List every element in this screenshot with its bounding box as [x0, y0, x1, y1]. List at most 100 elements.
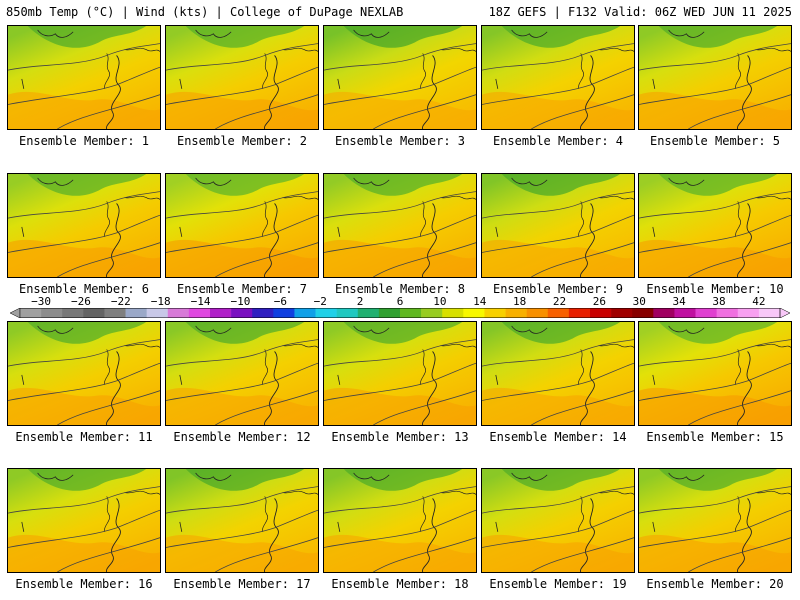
colorbar-tick-label: −6: [273, 295, 287, 308]
temperature-map: [639, 174, 791, 277]
ensemble-panel: [323, 173, 477, 278]
ensemble-member-label: Ensemble Member: 11: [15, 430, 153, 444]
colorbar-swatch: [695, 308, 717, 318]
ensemble-panel: [165, 25, 319, 130]
colorbar-tick-label: 14: [473, 295, 487, 308]
colorbar-swatch: [505, 308, 527, 318]
ensemble-member-label: Ensemble Member: 2: [176, 134, 308, 148]
temperature-map: [166, 26, 318, 129]
colorbar-swatch: [210, 308, 232, 318]
colorbar-tick-label: −2: [313, 295, 327, 308]
ensemble-panel: [165, 468, 319, 573]
colorbar-swatch: [526, 308, 549, 318]
colorbar-swatch: [463, 308, 485, 318]
product-title: 850mb Temp (°C) | Wind (kts) | College o…: [6, 5, 404, 19]
colorbar-tick-label: 38: [712, 295, 726, 308]
colorbar-tick-label: 2: [356, 295, 364, 308]
colorbar-swatch: [442, 308, 464, 318]
colorbar-tick-label: 26: [592, 295, 606, 308]
colorbar-swatch: [62, 308, 84, 318]
ensemble-member-label: Ensemble Member: 10: [646, 282, 784, 296]
ensemble-panel: [7, 468, 161, 573]
colorbar-swatch: [188, 308, 211, 318]
colorbar-swatch: [146, 308, 169, 318]
temperature-map: [166, 174, 318, 277]
temperature-map: [639, 26, 791, 129]
colorbar-tick-label: −14: [190, 295, 211, 308]
colorbar-bar: [10, 308, 790, 318]
temperature-map: [324, 26, 476, 129]
ensemble-panel: [323, 321, 477, 426]
ensemble-panel: [7, 173, 161, 278]
colorbar-swatch: [41, 308, 63, 318]
colorbar-swatch: [167, 308, 190, 318]
colorbar-tick-label: −26: [71, 295, 91, 308]
ensemble-panel: [165, 173, 319, 278]
colorbar-swatch: [315, 308, 337, 318]
colorbar-arrow-low: [10, 308, 21, 318]
colorbar-swatch: [653, 308, 675, 318]
temperature-map: [324, 322, 476, 425]
colorbar-swatch: [400, 308, 422, 318]
colorbar-swatch: [104, 308, 126, 318]
header: 850mb Temp (°C) | Wind (kts) | College o…: [0, 0, 800, 24]
ensemble-member-label: Ensemble Member: 7: [176, 282, 308, 296]
ensemble-member-label: Ensemble Member: 18: [331, 577, 469, 591]
ensemble-panel: [7, 25, 161, 130]
colorbar-tick-label: 42: [752, 295, 766, 308]
ensemble-panel: [638, 321, 792, 426]
colorbar-swatch: [590, 308, 612, 318]
run-valid-time: 18Z GEFS | F132 Valid: 06Z WED JUN 11 20…: [488, 5, 792, 19]
colorbar-tick-label: 22: [552, 295, 567, 308]
colorbar-swatch: [716, 308, 739, 318]
colorbar-swatch: [737, 308, 760, 318]
temperature-map: [166, 322, 318, 425]
colorbar-swatch: [357, 308, 380, 318]
temperature-map: [482, 26, 634, 129]
colorbar-arrow-high: [779, 308, 790, 318]
colorbar-tick-label: 30: [632, 295, 646, 308]
ensemble-member-label: Ensemble Member: 3: [334, 134, 466, 148]
colorbar-swatch: [294, 308, 316, 318]
colorbar-swatch: [83, 308, 105, 318]
colorbar-swatch: [421, 308, 443, 318]
colorbar-tick-label: 18: [513, 295, 527, 308]
temperature-map: [639, 322, 791, 425]
colorbar-swatch: [336, 308, 359, 318]
colorbar-swatch: [547, 308, 570, 318]
colorbar-swatch: [273, 308, 295, 318]
ensemble-panel: [323, 468, 477, 573]
ensemble-member-label: Ensemble Member: 6: [18, 282, 150, 296]
ensemble-panel: [7, 321, 161, 426]
ensemble-panel: [165, 321, 319, 426]
ensemble-member-label: Ensemble Member: 17: [173, 577, 311, 591]
ensemble-panel: [481, 321, 635, 426]
ensemble-panel: [638, 468, 792, 573]
colorbar-tick-label: 34: [672, 295, 686, 308]
ensemble-panel: [481, 173, 635, 278]
colorbar-labels: −30 −26 −22 −18 −14 −10 −6 −2 2 6 10 14 18 22 26 30 34 38…: [10, 296, 790, 308]
temperature-map: [482, 469, 634, 572]
ensemble-panel: [481, 25, 635, 130]
ensemble-member-label: Ensemble Member: 4: [492, 134, 624, 148]
colorbar-tick-label: −18: [150, 295, 171, 308]
colorbar-swatch: [252, 308, 274, 318]
colorbar-tick-label: 10: [433, 295, 447, 308]
colorbar-tick-label: −22: [110, 295, 131, 308]
ensemble-member-label: Ensemble Member: 19: [489, 577, 627, 591]
colorbar-swatch: [632, 308, 654, 318]
temperature-map: [639, 469, 791, 572]
temperature-map: [8, 26, 160, 129]
temperature-map: [324, 469, 476, 572]
temperature-map: [482, 174, 634, 277]
temperature-map: [166, 469, 318, 572]
colorbar-swatch: [231, 308, 253, 318]
colorbar-swatch: [758, 308, 781, 318]
temperature-map: [324, 174, 476, 277]
temperature-colorbar: −30 −26 −22 −18 −14 −10 −6 −2 2 6 10 14 18 22 26 30 34 38…: [10, 296, 790, 320]
ensemble-member-label: Ensemble Member: 20: [646, 577, 784, 591]
temperature-map: [8, 174, 160, 277]
ensemble-member-label: Ensemble Member: 13: [331, 430, 469, 444]
ensemble-member-label: Ensemble Member: 1: [18, 134, 150, 148]
ensemble-member-label: Ensemble Member: 12: [173, 430, 311, 444]
